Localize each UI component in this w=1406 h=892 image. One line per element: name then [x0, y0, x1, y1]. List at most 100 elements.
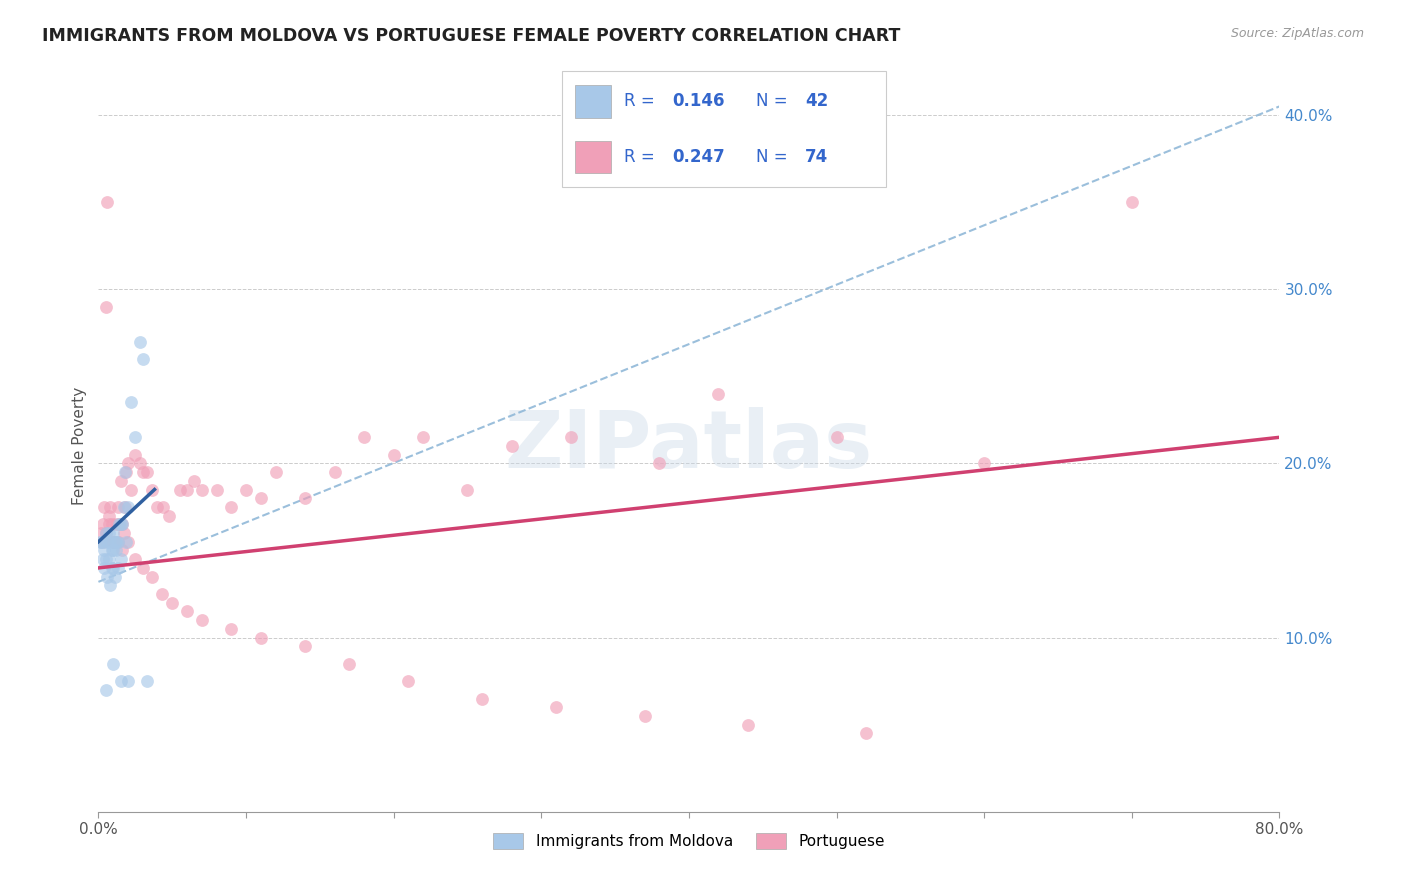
Point: [825, 430, 848, 444]
Point: [412, 430, 434, 444]
Point: [221, 500, 243, 514]
Point: [103, 534, 125, 549]
Point: [103, 534, 125, 549]
Point: [973, 457, 995, 471]
Point: [737, 717, 759, 731]
Point: [120, 395, 142, 409]
Point: [117, 500, 139, 514]
Point: [98, 534, 121, 549]
Point: [501, 439, 523, 453]
Point: [176, 604, 198, 618]
Point: [103, 561, 125, 575]
Point: [96, 534, 118, 549]
Point: [235, 483, 257, 497]
Point: [90, 526, 112, 541]
Point: [115, 465, 138, 479]
Text: 0.146: 0.146: [672, 92, 725, 110]
Point: [105, 543, 128, 558]
Point: [132, 561, 155, 575]
Point: [112, 526, 135, 541]
Point: [105, 517, 128, 532]
Point: [205, 483, 228, 497]
Text: N =: N =: [756, 147, 793, 166]
Point: [132, 351, 155, 366]
Point: [250, 491, 273, 506]
Point: [294, 491, 316, 506]
Point: [136, 465, 159, 479]
Point: [114, 500, 136, 514]
Point: [104, 534, 127, 549]
Point: [264, 465, 287, 479]
Point: [382, 448, 405, 462]
Point: [1121, 195, 1143, 210]
Point: [117, 534, 139, 549]
Point: [152, 500, 174, 514]
Point: [108, 517, 131, 532]
Text: ZIPatlas: ZIPatlas: [505, 407, 873, 485]
Text: 0.247: 0.247: [672, 147, 725, 166]
Point: [103, 526, 125, 541]
Point: [97, 508, 120, 523]
Point: [94, 526, 117, 541]
Point: [104, 534, 127, 549]
Point: [124, 552, 146, 566]
Text: R =: R =: [624, 147, 659, 166]
Text: 42: 42: [804, 92, 828, 110]
Point: [128, 334, 150, 349]
Point: [107, 534, 129, 549]
Point: [117, 674, 139, 689]
Point: [105, 534, 128, 549]
Point: [339, 657, 361, 671]
Point: [146, 500, 169, 514]
Point: [94, 552, 117, 566]
Point: [91, 534, 114, 549]
Y-axis label: Female Poverty: Female Poverty: [72, 387, 87, 505]
Point: [294, 640, 316, 654]
Point: [250, 631, 273, 645]
Point: [124, 430, 146, 444]
Point: [353, 430, 375, 444]
Point: [103, 657, 125, 671]
Point: [115, 534, 138, 549]
Point: [98, 578, 121, 592]
Point: [141, 483, 163, 497]
Point: [89, 534, 111, 549]
Point: [91, 534, 114, 549]
Text: IMMIGRANTS FROM MOLDOVA VS PORTUGUESE FEMALE POVERTY CORRELATION CHART: IMMIGRANTS FROM MOLDOVA VS PORTUGUESE FE…: [42, 27, 901, 45]
Point: [107, 561, 129, 575]
Point: [111, 517, 134, 532]
Point: [120, 483, 142, 497]
Point: [707, 386, 730, 401]
Point: [183, 474, 205, 488]
Point: [191, 613, 214, 627]
Point: [110, 552, 132, 566]
Legend: Immigrants from Moldova, Portuguese: Immigrants from Moldova, Portuguese: [486, 827, 891, 855]
Point: [111, 517, 134, 532]
Point: [457, 483, 479, 497]
Point: [98, 500, 121, 514]
Point: [93, 561, 115, 575]
Point: [97, 552, 120, 566]
Point: [546, 700, 568, 714]
Point: [191, 483, 214, 497]
Point: [132, 465, 155, 479]
Point: [110, 474, 132, 488]
Point: [96, 195, 118, 210]
FancyBboxPatch shape: [575, 141, 610, 173]
Point: [398, 674, 420, 689]
Point: [114, 465, 136, 479]
Point: [107, 500, 129, 514]
Point: [169, 483, 191, 497]
Point: [221, 622, 243, 636]
Point: [93, 543, 115, 558]
Point: [108, 517, 131, 532]
Point: [634, 709, 657, 723]
Point: [323, 465, 346, 479]
Text: N =: N =: [756, 92, 793, 110]
Point: [471, 691, 494, 706]
Point: [94, 526, 117, 541]
Text: Source: ZipAtlas.com: Source: ZipAtlas.com: [1230, 27, 1364, 40]
Point: [648, 457, 671, 471]
Point: [560, 430, 582, 444]
Point: [100, 543, 122, 558]
